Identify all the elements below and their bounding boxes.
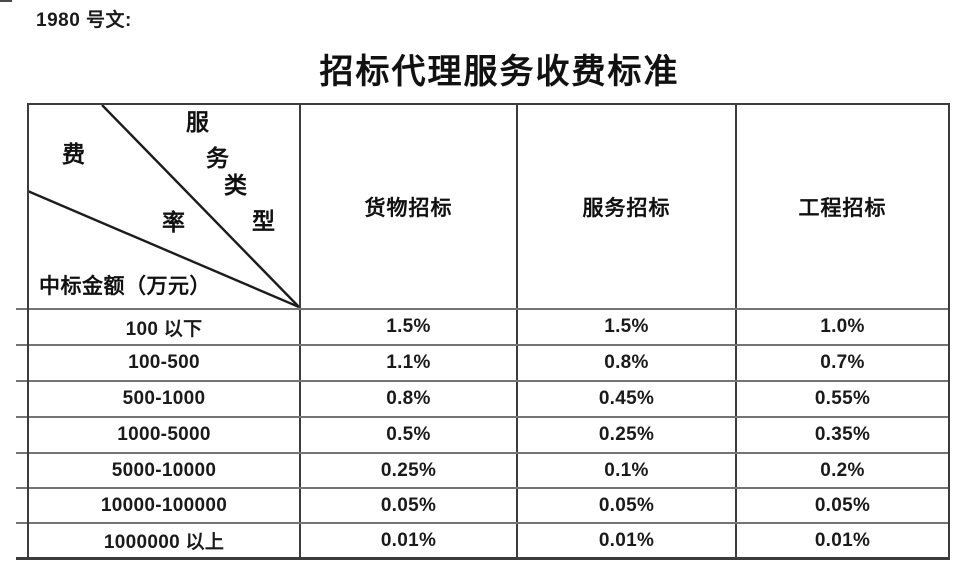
corner-amount-label: 中标金额（万元） — [39, 274, 211, 298]
fee-cell-services: 0.8% — [516, 346, 735, 380]
row-border-overhang — [16, 557, 27, 560]
fee-cell-goods: 0.25% — [299, 454, 516, 487]
fee-cell-services: 0.01% — [516, 524, 735, 557]
fee-cell-goods: 0.01% — [299, 524, 516, 557]
row-border-overhang — [16, 308, 27, 310]
row-border-overhang — [16, 452, 27, 454]
row-border-overhang — [16, 416, 27, 418]
column-header-works: 工程招标 — [735, 105, 948, 308]
fee-cell-works: 0.55% — [735, 382, 948, 416]
fee-cell-works: 1.0% — [735, 310, 948, 344]
row-border-overhang — [16, 380, 27, 382]
row-border-overhang — [16, 487, 27, 489]
fee-cell-goods: 0.05% — [299, 489, 516, 522]
corner-service-type-char: 服 — [186, 110, 209, 135]
fee-cell-services: 0.05% — [516, 489, 735, 522]
diagonal-corner-cell: 服 务 类 型 费 率 中标金额（万元） — [29, 105, 299, 308]
table-row: 100-500 1.1% 0.8% 0.7% — [29, 344, 948, 380]
corner-service-type-char: 型 — [252, 209, 275, 234]
table-row: 10000-100000 0.05% 0.05% 0.05% — [29, 487, 948, 522]
fee-cell-works: 0.7% — [735, 346, 948, 380]
corner-service-type-char: 类 — [224, 173, 247, 198]
table-header-row: 服 务 类 型 费 率 中标金额（万元） 货物招标 服务招标 工程招标 — [29, 105, 948, 308]
amount-range-cell: 100 以下 — [125, 318, 203, 340]
column-header-goods: 货物招标 — [299, 105, 516, 308]
fee-cell-goods: 0.5% — [299, 418, 516, 452]
fee-cell-works: 0.01% — [735, 524, 948, 557]
fee-cell-goods: 0.8% — [299, 382, 516, 416]
table-row: 500-1000 0.8% 0.45% 0.55% — [29, 380, 948, 416]
fee-cell-works: 0.2% — [735, 454, 948, 487]
fee-cell-services: 1.5% — [516, 310, 735, 344]
amount-range-cell: 10000-100000 — [100, 494, 228, 516]
row-border-overhang — [16, 522, 27, 524]
row-border-overhang — [16, 344, 27, 346]
corner-service-type-char: 务 — [206, 146, 229, 171]
amount-range-cell: 500-1000 — [122, 388, 206, 409]
table-row: 1000-5000 0.5% 0.25% 0.35% — [29, 416, 948, 452]
table-row: 100 以下 1.5% 1.5% 1.0% — [29, 308, 948, 344]
fee-cell-goods: 1.1% — [299, 346, 516, 380]
fee-cell-services: 0.45% — [516, 382, 735, 416]
page-title: 招标代理服务收费标准 — [319, 54, 680, 91]
column-header-services: 服务招标 — [516, 105, 735, 308]
fee-cell-works: 0.05% — [735, 489, 948, 522]
fee-table-wrapper: 服 务 类 型 费 率 中标金额（万元） 货物招标 服务招标 工程招标 100 … — [16, 103, 950, 560]
fee-table: 服 务 类 型 费 率 中标金额（万元） 货物招标 服务招标 工程招标 100 … — [27, 103, 950, 560]
amount-range-cell: 1000-5000 — [117, 424, 211, 445]
amount-range-cell: 100-500 — [128, 352, 200, 373]
fee-cell-goods: 1.5% — [299, 310, 516, 344]
fee-cell-services: 0.1% — [516, 454, 735, 487]
amount-range-cell: 1000000 以上 — [103, 532, 225, 553]
fee-cell-works: 0.35% — [735, 418, 948, 452]
diagonal-lines — [29, 105, 299, 308]
table-row: 1000000 以上 0.01% 0.01% 0.01% — [29, 522, 948, 557]
page-corner-mark — [0, 0, 12, 2]
table-row: 5000-10000 0.25% 0.1% 0.2% — [29, 452, 948, 487]
doc-number-label: 1980 号文: — [36, 10, 132, 31]
fee-cell-services: 0.25% — [516, 418, 735, 452]
amount-range-cell: 5000-10000 — [111, 459, 217, 481]
corner-rate-char: 率 — [162, 210, 185, 235]
corner-rate-char: 费 — [62, 142, 85, 167]
